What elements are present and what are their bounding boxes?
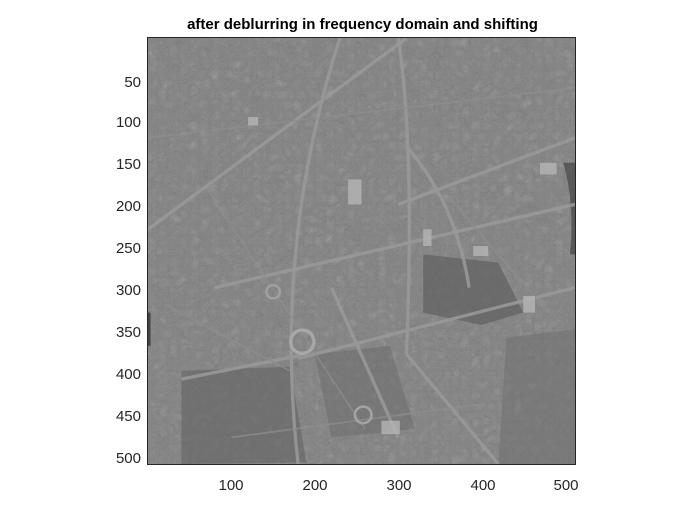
y-tick-label: 450 <box>115 408 141 425</box>
x-tick-label: 100 <box>218 477 244 494</box>
y-tick-label: 400 <box>115 366 141 383</box>
x-tick-label: 200 <box>302 477 328 494</box>
y-tick-label: 50 <box>124 74 141 91</box>
image-axes[interactable] <box>147 37 576 465</box>
y-tick-label: 350 <box>115 324 141 341</box>
x-tick-label: 500 <box>553 477 579 494</box>
y-tick-label: 150 <box>115 156 141 173</box>
y-tick-label: 250 <box>115 240 141 257</box>
x-tick-label: 300 <box>386 477 412 494</box>
y-tick-label: 500 <box>115 450 141 467</box>
y-tick-label: 200 <box>115 198 141 215</box>
y-tick-label: 300 <box>115 282 141 299</box>
x-tick-label: 400 <box>470 477 496 494</box>
y-tick-label: 100 <box>115 114 141 131</box>
aerial-image <box>148 38 575 464</box>
axes-title: after deblurring in frequency domain and… <box>187 16 538 33</box>
